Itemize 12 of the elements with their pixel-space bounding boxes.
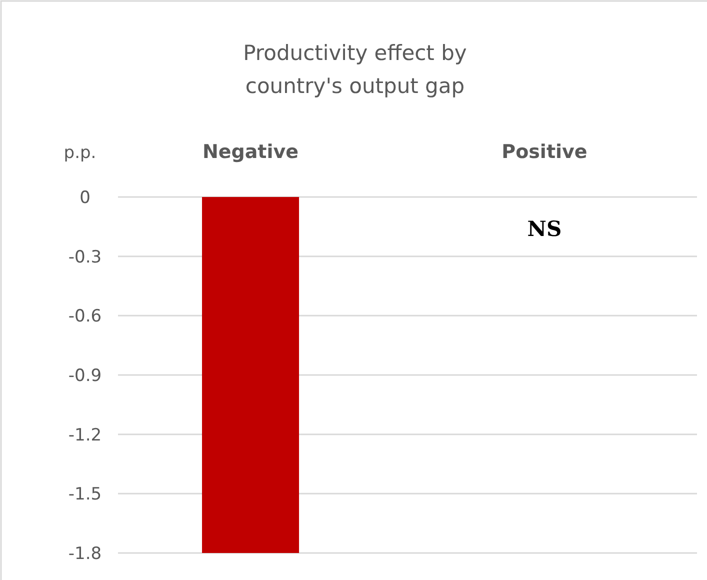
y-tick-label: -0.6 bbox=[68, 306, 102, 327]
y-tick-label: -1.8 bbox=[68, 544, 102, 564]
x-tick-label: Positive bbox=[502, 141, 588, 163]
chart-title: Productivity effect by country's output gap bbox=[243, 41, 467, 98]
y-tick-label: -0.9 bbox=[68, 366, 102, 386]
y-tick-label: -1.5 bbox=[68, 484, 102, 505]
y-tick-label: 0 bbox=[80, 188, 90, 208]
x-tick-label: Negative bbox=[202, 141, 299, 163]
y-axis-title: p.p. bbox=[64, 143, 96, 163]
y-tick-label: -0.3 bbox=[68, 247, 102, 268]
annotation: NS bbox=[527, 216, 562, 241]
y-tick-label: -1.2 bbox=[68, 425, 102, 446]
